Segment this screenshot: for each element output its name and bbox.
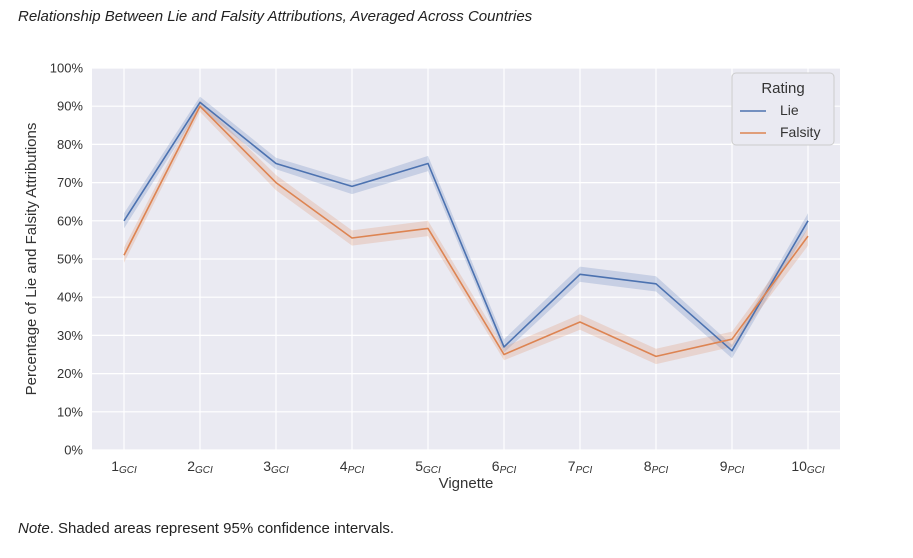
x-tick-label: 2GCI: [187, 458, 213, 476]
legend-title: Rating: [761, 80, 804, 97]
x-tick-label: 10GCI: [791, 458, 825, 476]
legend-label: Lie: [780, 102, 799, 118]
figure-note: Note. Shaded areas represent 95% confide…: [18, 520, 394, 537]
lie-series-line: [123, 101, 809, 352]
y-tick-label: 80%: [57, 137, 83, 152]
note-label: Note: [18, 520, 50, 537]
x-tick-label: 6PCI: [492, 458, 517, 476]
x-tick-label: 8PCI: [644, 458, 669, 476]
lie-confidence-band: [124, 96, 808, 359]
figure-title: Relationship Between Lie and Falsity Att…: [18, 8, 533, 25]
x-axis-label: Vignette: [439, 475, 494, 492]
y-tick-label: 60%: [57, 213, 83, 228]
y-tick-label: 70%: [57, 175, 83, 190]
falsity-confidence-band: [124, 100, 808, 365]
y-axis-label: Percentage of Lie and Falsity Attributio…: [23, 123, 40, 396]
y-tick-label: 50%: [57, 252, 83, 267]
x-tick-label: 1GCI: [111, 458, 137, 476]
legend: Rating Lie Falsity: [731, 72, 835, 146]
x-tick-label: 3GCI: [263, 458, 289, 476]
note-text: . Shaded areas represent 95% confidence …: [49, 520, 395, 537]
x-tick-label: 9PCI: [720, 458, 745, 476]
x-tick-label: 7PCI: [568, 458, 593, 476]
x-tick-label: 5GCI: [415, 458, 441, 476]
falsity-series-line: [123, 105, 809, 358]
y-tick-label: 100%: [50, 61, 84, 76]
x-tick-label: 4PCI: [340, 458, 365, 476]
y-tick-label: 20%: [57, 366, 83, 381]
y-tick-label: 0%: [64, 443, 83, 458]
y-tick-label: 30%: [57, 328, 83, 343]
y-tick-label: 10%: [57, 404, 83, 419]
line-chart: 0% 10% 20% 30% 40% 50% 60% 70% 80% 90% 100% 1GCI 2G…: [23, 61, 840, 492]
y-tick-label: 90%: [57, 99, 83, 114]
legend-label: Falsity: [780, 124, 820, 140]
legend-box: [731, 72, 835, 146]
y-tick-label: 40%: [57, 290, 83, 305]
